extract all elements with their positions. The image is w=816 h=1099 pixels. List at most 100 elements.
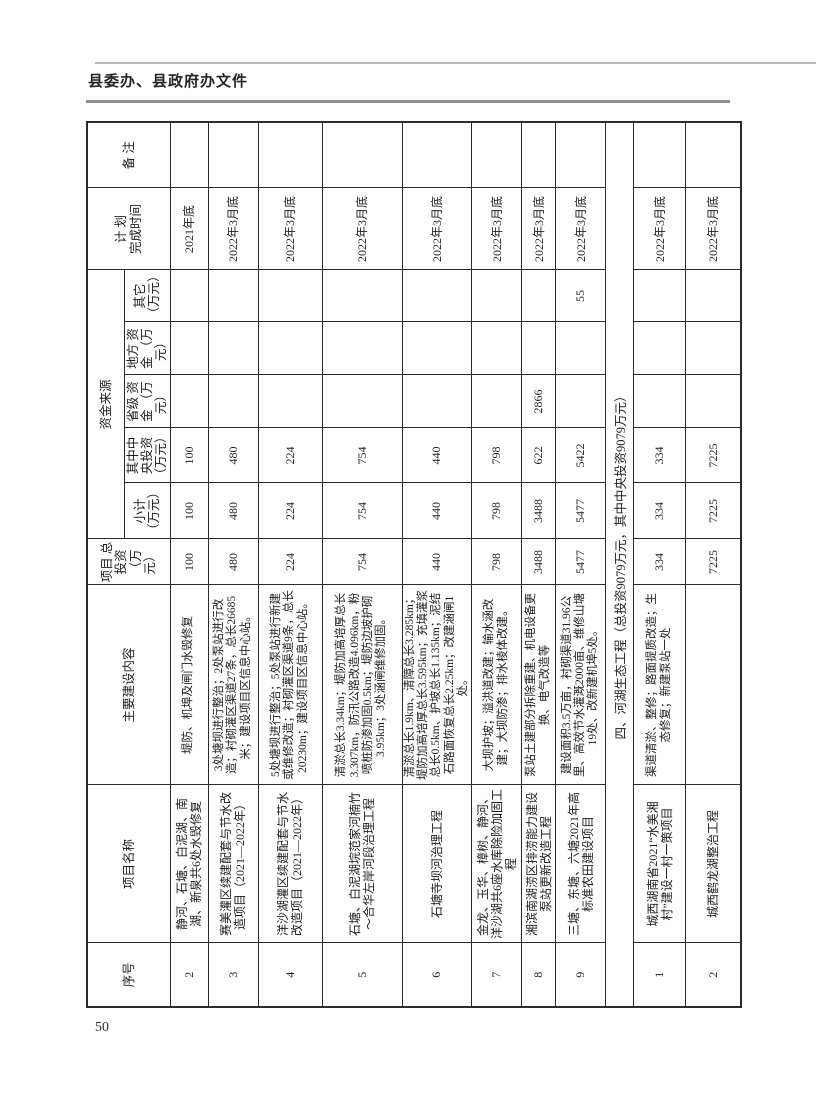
construction-content: 3处塘坝进行整治；2处泵站进行改造；衬砌灌区渠道27条，总长26685米；建设项… (208, 585, 259, 785)
project-name: 赛美灌区续建配套与节水改造项目（2021—2022年） (208, 785, 259, 943)
row-number: 2 (170, 943, 209, 1007)
construction-content: 建设面积3.5万亩，衬砌渠道31.96公里、高效节水灌溉2000亩、维修山塘19… (555, 585, 606, 785)
row-number: 2 (685, 943, 741, 1007)
provincial-fund (402, 375, 472, 428)
col-header-construction-content: 主要建设内容 (87, 585, 171, 785)
construction-content: 堤防、机埠及闸门水毁修复 (170, 585, 209, 785)
construction-content: 渠道清淤、整修；路面提质改造；生态修复；新建泵站一处 (633, 585, 686, 785)
remark (685, 121, 741, 188)
subtotal: 7225 (685, 483, 741, 539)
subtotal: 440 (402, 483, 472, 539)
project-name: 洋沙湖灌区续建配套与节水改造项目（2021—2022年） (258, 785, 323, 943)
plan-time: 2022年3月底 (521, 187, 556, 270)
other-fund (471, 269, 522, 322)
central-investment: 224 (258, 428, 323, 483)
total-investment: 480 (208, 539, 259, 585)
row-number: 1 (633, 943, 686, 1007)
col-header-project-name: 项目名称 (87, 785, 171, 943)
remark (521, 121, 556, 188)
table-row: 8 湘滨南湖涝区排涝能力建设泵站更新改造工程 泵站土建部分拆除重建、机电设备更换… (521, 121, 556, 1007)
row-number: 9 (555, 943, 606, 1007)
construction-content (685, 585, 741, 785)
row-number: 6 (402, 943, 472, 1007)
local-fund (521, 322, 556, 375)
project-name: 城西鹤龙湖整治工程 (685, 785, 741, 943)
plan-time: 2022年3月底 (555, 187, 606, 270)
construction-content: 5处塘坝进行整治；5处泵站进行新建或维修改造；衬砌灌区渠道9条，总长20230m… (258, 585, 323, 785)
col-header-provincial-fund: 省级 资金 （万元） (124, 375, 171, 428)
remark (471, 121, 522, 188)
remark (633, 121, 686, 188)
row-number: 5 (322, 943, 403, 1007)
plan-time: 2022年3月底 (685, 187, 741, 270)
provincial-fund (208, 375, 259, 428)
total-investment: 798 (471, 539, 522, 585)
project-name: 金龙、玉华、樟树、静河、洋沙湖共6座水库除险加固工程 (471, 785, 522, 943)
central-investment: 440 (402, 428, 472, 483)
central-investment: 100 (170, 428, 209, 483)
provincial-fund (685, 375, 741, 428)
total-investment: 440 (402, 539, 472, 585)
central-investment: 798 (471, 428, 522, 483)
page-number: 50 (95, 1020, 109, 1035)
central-investment: 7225 (685, 428, 741, 483)
construction-content: 清淤总长3.34km；堤防加高培厚总长3.307km，防汛公路改造4.096km… (322, 585, 403, 785)
total-investment: 100 (170, 539, 209, 585)
subtotal: 100 (170, 483, 209, 539)
remark (402, 121, 472, 188)
provincial-fund: 2866 (521, 375, 556, 428)
total-investment: 224 (258, 539, 323, 585)
row-number: 8 (521, 943, 556, 1007)
provincial-fund (258, 375, 323, 428)
other-fund (258, 269, 323, 322)
table-row: 1 城西湖南省2021“水美湘村”建设一村一策项目 渠道清淤、整修；路面提质改造… (633, 121, 686, 1007)
other-fund (170, 269, 209, 322)
local-fund (471, 322, 522, 375)
section-row: 四、河湖生态工程（总投资9079万元，其中中央投资9079万元） (605, 121, 634, 1007)
other-fund (521, 269, 556, 322)
plan-time: 2022年3月底 (258, 187, 323, 270)
remark (208, 121, 259, 188)
col-header-local-fund: 地方 资金 （万元） (124, 322, 171, 375)
central-investment: 480 (208, 428, 259, 483)
subtotal: 334 (633, 483, 686, 539)
section-header: 四、河湖生态工程（总投资9079万元，其中中央投资9079万元） (605, 121, 634, 1007)
plan-time: 2021年底 (170, 187, 209, 270)
total-investment: 7225 (685, 539, 741, 585)
local-fund (633, 322, 686, 375)
table-row: 2 静河、石塘、白泥湖、南湖、新泉共6处水毁修复 堤防、机埠及闸门水毁修复 10… (170, 121, 209, 1007)
provincial-fund (555, 375, 606, 428)
project-name: 三塘、东塘、六塘2021年高标准农田建设项目 (555, 785, 606, 943)
local-fund (685, 322, 741, 375)
col-header-other-fund: 其它 （万元） (124, 269, 171, 322)
plan-time: 2022年3月底 (402, 187, 472, 270)
plan-time: 2022年3月底 (322, 187, 403, 270)
col-header-funding-source: 资金来源 (87, 269, 124, 539)
other-fund: 55 (555, 269, 606, 322)
subtotal: 224 (258, 483, 323, 539)
central-investment: 622 (521, 428, 556, 483)
row-number: 4 (258, 943, 323, 1007)
subtotal: 754 (322, 483, 403, 539)
row-number: 7 (471, 943, 522, 1007)
other-fund (322, 269, 403, 322)
subtotal: 798 (471, 483, 522, 539)
rotated-table-wrapper: 序号 项目名称 主要建设内容 项目 总投资 （万元） 资金来源 计 划 完成时间… (86, 120, 742, 1008)
local-fund (258, 322, 323, 375)
other-fund (402, 269, 472, 322)
other-fund (685, 269, 741, 322)
construction-content: 大坝护坡；溢洪道改建；输水涵改建；大坝防渗；排水棱体改建。 (471, 585, 522, 785)
subtotal: 3488 (521, 483, 556, 539)
local-fund (208, 322, 259, 375)
col-header-xuhao: 序号 (87, 943, 171, 1007)
project-name: 石塘寺坝河治理工程 (402, 785, 472, 943)
col-header-remark: 备 注 (87, 121, 171, 188)
plan-time: 2022年3月底 (208, 187, 259, 270)
provincial-fund (322, 375, 403, 428)
remark (322, 121, 403, 188)
remark (555, 121, 606, 188)
central-investment: 334 (633, 428, 686, 483)
project-name: 石塘、白泥湖垸范家河楠竹～合华左岸河段治理工程 (322, 785, 403, 943)
provincial-fund (633, 375, 686, 428)
